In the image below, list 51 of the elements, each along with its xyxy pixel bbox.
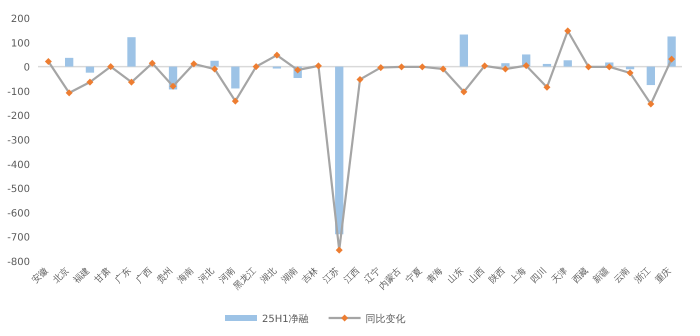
- x-tick-label: 江西: [342, 265, 362, 286]
- bar: [231, 66, 240, 88]
- bar: [86, 66, 94, 73]
- x-tick-label: 吉林: [300, 265, 321, 286]
- x-tick-label: 陕西: [487, 265, 508, 286]
- bar: [501, 63, 510, 67]
- x-tick-label: 湖南: [279, 265, 300, 286]
- x-tick-label: 河北: [196, 265, 217, 286]
- legend-label: 同比变化: [366, 313, 406, 325]
- x-tick-label: 贵州: [154, 265, 176, 286]
- bar: [564, 60, 572, 67]
- x-tick-label: 湖北: [258, 265, 280, 286]
- x-tick-label: 江苏: [320, 265, 342, 286]
- x-tick-label: 重庆: [653, 265, 674, 286]
- x-tick-label: 云南: [612, 265, 632, 286]
- y-tick-label: -700: [7, 232, 30, 244]
- x-tick-label: 山东: [445, 265, 466, 286]
- x-tick-label: 甘肃: [92, 265, 113, 286]
- y-tick-label: -200: [7, 111, 30, 122]
- legend-label: 25H1净融: [262, 313, 309, 325]
- y-tick-label: 200: [10, 14, 30, 25]
- x-tick-label: 北京: [50, 265, 72, 286]
- x-tick-label: 福建: [72, 265, 92, 286]
- x-tick-label: 上海: [508, 265, 528, 286]
- bar: [626, 66, 634, 70]
- x-tick-label: 海南: [175, 265, 196, 286]
- bar: [542, 64, 552, 67]
- x-tick-label: 西藏: [570, 265, 591, 286]
- x-tick-label: 宁夏: [404, 265, 424, 286]
- x-tick-label: 天津: [549, 265, 570, 286]
- x-tick-label: 广西: [134, 265, 154, 286]
- bar: [127, 37, 136, 67]
- x-tick-label: 浙江: [632, 265, 653, 286]
- y-tick-label: -500: [7, 184, 30, 196]
- bar: [65, 58, 74, 67]
- x-tick-label: 新疆: [590, 265, 612, 286]
- y-tick-label: -800: [7, 257, 30, 268]
- bar: [646, 66, 655, 86]
- bar: [335, 66, 344, 234]
- bar: [460, 34, 468, 67]
- x-tick-label: 山西: [466, 265, 487, 286]
- x-tick-label: 青海: [424, 265, 446, 286]
- y-tick-label: 100: [10, 38, 30, 50]
- x-tick-label: 广东: [113, 265, 134, 286]
- x-tick-label: 安徽: [30, 265, 51, 286]
- y-tick-label: 0: [24, 62, 30, 74]
- x-tick-label: 四川: [528, 265, 550, 286]
- y-tick-label: -100: [7, 86, 30, 98]
- y-tick-label: -300: [7, 136, 30, 146]
- y-tick-label: -600: [7, 208, 30, 220]
- y-tick-label: -400: [7, 160, 30, 171]
